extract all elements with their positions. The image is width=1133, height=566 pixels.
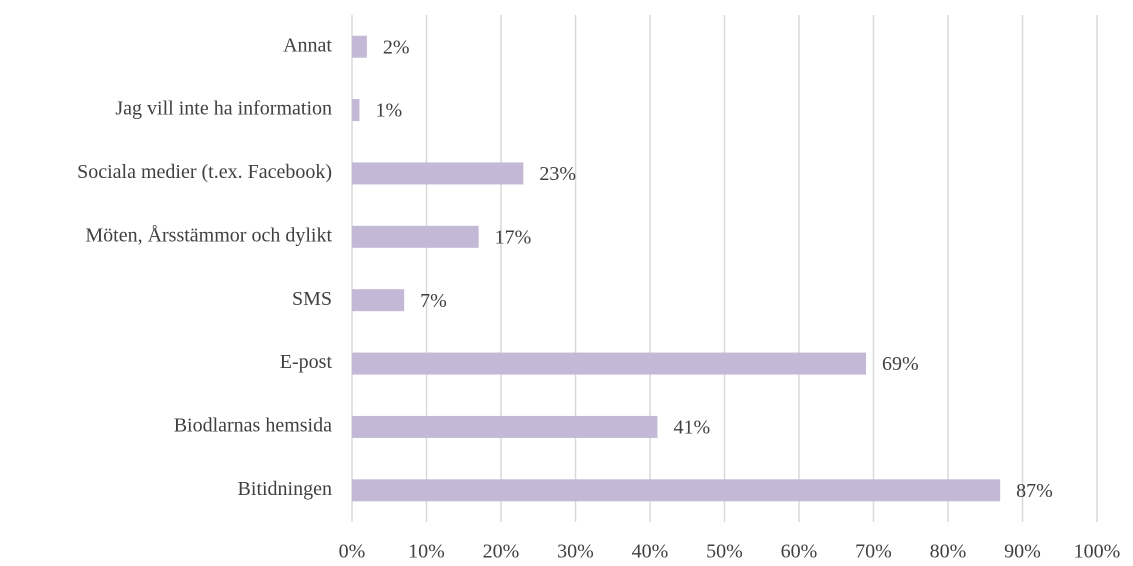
- bar: [352, 99, 360, 122]
- bar: [352, 35, 367, 58]
- x-tick-label: 30%: [557, 541, 594, 563]
- x-tick-label: 50%: [706, 541, 743, 563]
- data-label: 1%: [375, 100, 402, 122]
- data-label: 7%: [420, 290, 447, 312]
- x-tick-label: 10%: [408, 541, 445, 563]
- data-label: 41%: [673, 417, 710, 439]
- x-tick-label: 80%: [930, 541, 967, 563]
- bar: [352, 162, 524, 185]
- y-tick-label: Sociala medier (t.ex. Facebook): [77, 161, 332, 183]
- y-tick-label: Möten, Årsstämmor och dylikt: [85, 224, 332, 246]
- x-tick-label: 0%: [339, 541, 366, 563]
- data-label: 87%: [1016, 480, 1053, 502]
- y-tick-label: Jag vill inte ha information: [115, 98, 332, 120]
- y-tick-label: Bitidningen: [238, 478, 332, 500]
- y-tick-label: Annat: [283, 34, 332, 56]
- bar: [352, 289, 405, 312]
- x-tick-label: 60%: [781, 541, 818, 563]
- y-tick-label: E-post: [280, 351, 333, 373]
- y-tick-label: Biodlarnas hemsida: [174, 415, 332, 437]
- x-tick-label: 90%: [1004, 541, 1041, 563]
- data-label: 2%: [383, 36, 410, 58]
- x-tick-label: 40%: [632, 541, 669, 563]
- bar: [352, 352, 867, 375]
- x-tick-label: 100%: [1074, 541, 1121, 563]
- data-label: 17%: [495, 226, 532, 248]
- bar: [352, 225, 479, 248]
- data-label: 69%: [882, 353, 919, 375]
- x-tick-label: 20%: [483, 541, 520, 563]
- bar: [352, 415, 658, 438]
- x-tick-label: 70%: [855, 541, 892, 563]
- bar: [352, 479, 1001, 502]
- data-label: 23%: [539, 163, 576, 185]
- y-tick-label: SMS: [292, 288, 332, 310]
